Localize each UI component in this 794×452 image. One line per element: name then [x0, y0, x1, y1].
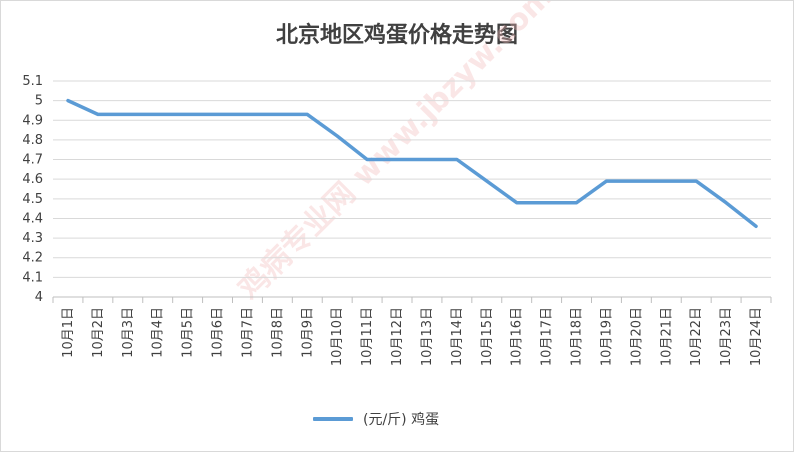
x-tick-label: 10月21日 — [659, 307, 674, 366]
y-tick-label: 4.5 — [22, 192, 43, 207]
y-tick-label: 4.8 — [22, 133, 43, 148]
x-tick-label: 10月24日 — [749, 307, 764, 366]
x-tick-label: 10月20日 — [629, 307, 644, 366]
y-tick-label: 5.1 — [22, 74, 43, 89]
x-tick-label: 10月9日 — [300, 307, 315, 358]
x-tick-label: 10月15日 — [480, 307, 495, 366]
x-tick-label: 10月7日 — [240, 307, 255, 358]
legend-line-swatch — [313, 417, 353, 421]
x-tick-label: 10月3日 — [121, 307, 136, 358]
y-tick-label: 4.6 — [22, 172, 43, 187]
x-tick-label: 10月12日 — [390, 307, 405, 366]
y-tick-label: 5 — [35, 94, 43, 109]
x-tick-label: 10月16日 — [510, 307, 525, 366]
x-tick-label: 10月19日 — [599, 307, 614, 366]
series-line — [66, 98, 758, 229]
x-tick-label: 10月23日 — [719, 307, 734, 366]
y-tick-label: 4 — [35, 290, 43, 305]
x-tick-label: 10月13日 — [420, 307, 435, 366]
legend-label: (元/斤) 鸡蛋 — [363, 412, 440, 428]
x-tick-label: 10月1日 — [61, 307, 76, 358]
legend: (元/斤) 鸡蛋 — [313, 409, 439, 429]
y-tick-label: 4.9 — [22, 113, 43, 128]
x-tick-label: 10月22日 — [689, 307, 704, 366]
y-tick-label: 4.4 — [22, 211, 43, 226]
x-tick-label: 10月17日 — [540, 307, 555, 366]
x-tick-label: 10月2日 — [91, 307, 106, 358]
watermark: 鸡病专业网 www.jbzyw.com 行业之径 — [232, 1, 652, 307]
x-tick-label: 10月6日 — [211, 307, 226, 358]
y-tick-label: 4.1 — [22, 270, 43, 285]
y-tick-label: 4.7 — [22, 153, 43, 168]
x-tick-label: 10月8日 — [270, 307, 285, 358]
x-tick-label: 10月5日 — [181, 307, 196, 358]
x-tick-label: 10月14日 — [450, 307, 465, 366]
chart-title: 北京地区鸡蛋价格走势图 — [275, 22, 518, 48]
y-tick-label: 4.2 — [22, 251, 43, 266]
x-tick-label: 10月11日 — [360, 307, 375, 366]
y-tick-label: 4.3 — [22, 231, 43, 246]
x-tick-label: 10月18日 — [570, 307, 585, 366]
x-tick-label: 10月10日 — [330, 307, 345, 366]
x-tick-label: 10月4日 — [151, 307, 166, 358]
